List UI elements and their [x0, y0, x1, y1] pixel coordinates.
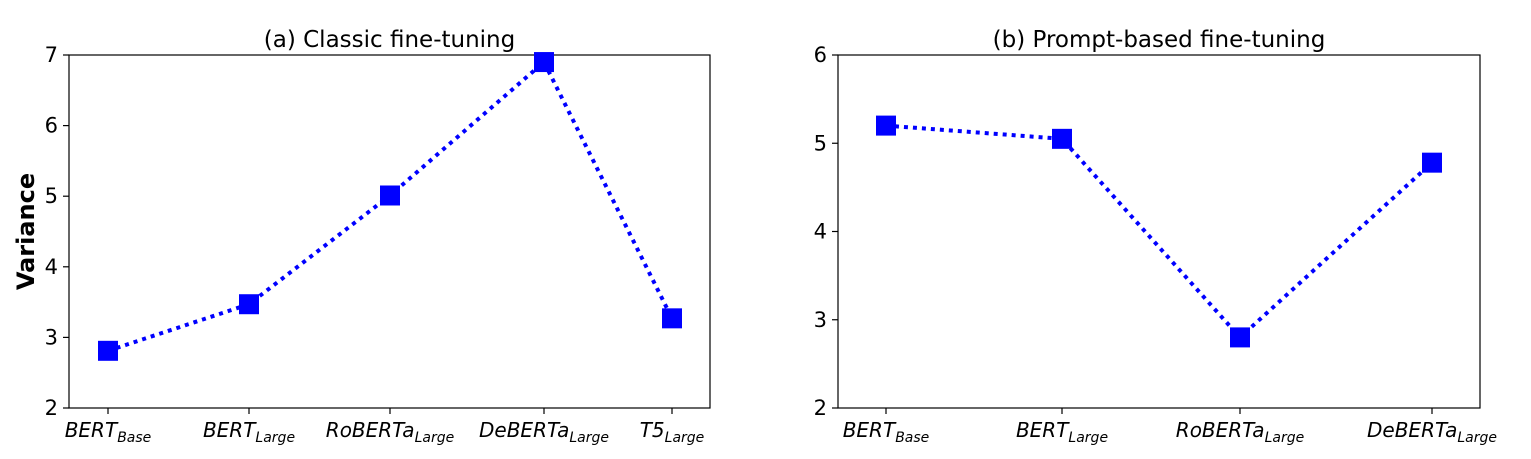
chart-panel-1: (a) Classic fine-tuning Variance 2 3 4 5 6 7 BER… [12, 27, 711, 446]
x-tick-label: BERTBase [843, 418, 930, 446]
series-line [885, 123, 1434, 341]
y-tick-label: 2 [814, 396, 827, 420]
y-tick-label: 4 [814, 220, 827, 244]
x-tick-label: DeBERTaLarge [479, 418, 609, 446]
y-axis-label: Variance [12, 173, 40, 290]
y-tick-label: 2 [45, 396, 58, 420]
y-tick-label: 7 [45, 43, 58, 67]
x-tick-label: RoBERTaLarge [1176, 418, 1304, 446]
y-tick-label: 5 [45, 184, 58, 208]
x-tick-label: T5Large [640, 418, 705, 446]
x-tick-label: DeBERTaLarge [1367, 418, 1497, 446]
plot-frame [68, 54, 711, 409]
y-tick-label: 5 [814, 131, 827, 155]
y-tick-label: 6 [45, 114, 58, 138]
x-tick-label: BERTLarge [203, 418, 295, 446]
data-point-marker [98, 340, 118, 361]
data-point-marker [239, 294, 259, 315]
y-tick-label: 3 [45, 325, 58, 349]
data-point-marker [380, 185, 400, 206]
plot-frame [837, 54, 1481, 409]
chart-panel-2: (b) Prompt-based fine-tuning 2 3 4 5 6 BERTBas… [814, 27, 1497, 446]
y-tick-label: 4 [45, 255, 58, 279]
data-point-marker [534, 52, 554, 73]
chart-title: (b) Prompt-based fine-tuning [993, 27, 1326, 53]
series-line [107, 58, 674, 353]
y-tick-label: 3 [814, 308, 827, 332]
data-point-marker [876, 115, 896, 136]
data-point-marker [1422, 152, 1442, 173]
chart-title: (a) Classic fine-tuning [264, 27, 515, 53]
data-point-marker [662, 308, 682, 329]
y-tick-label: 6 [814, 43, 827, 67]
x-tick-label: BERTLarge [1016, 418, 1108, 446]
x-tick-label: RoBERTaLarge [326, 418, 454, 446]
x-tick-label: BERTBase [65, 418, 152, 446]
data-point-marker [1230, 327, 1250, 348]
data-point-marker [1052, 128, 1072, 149]
